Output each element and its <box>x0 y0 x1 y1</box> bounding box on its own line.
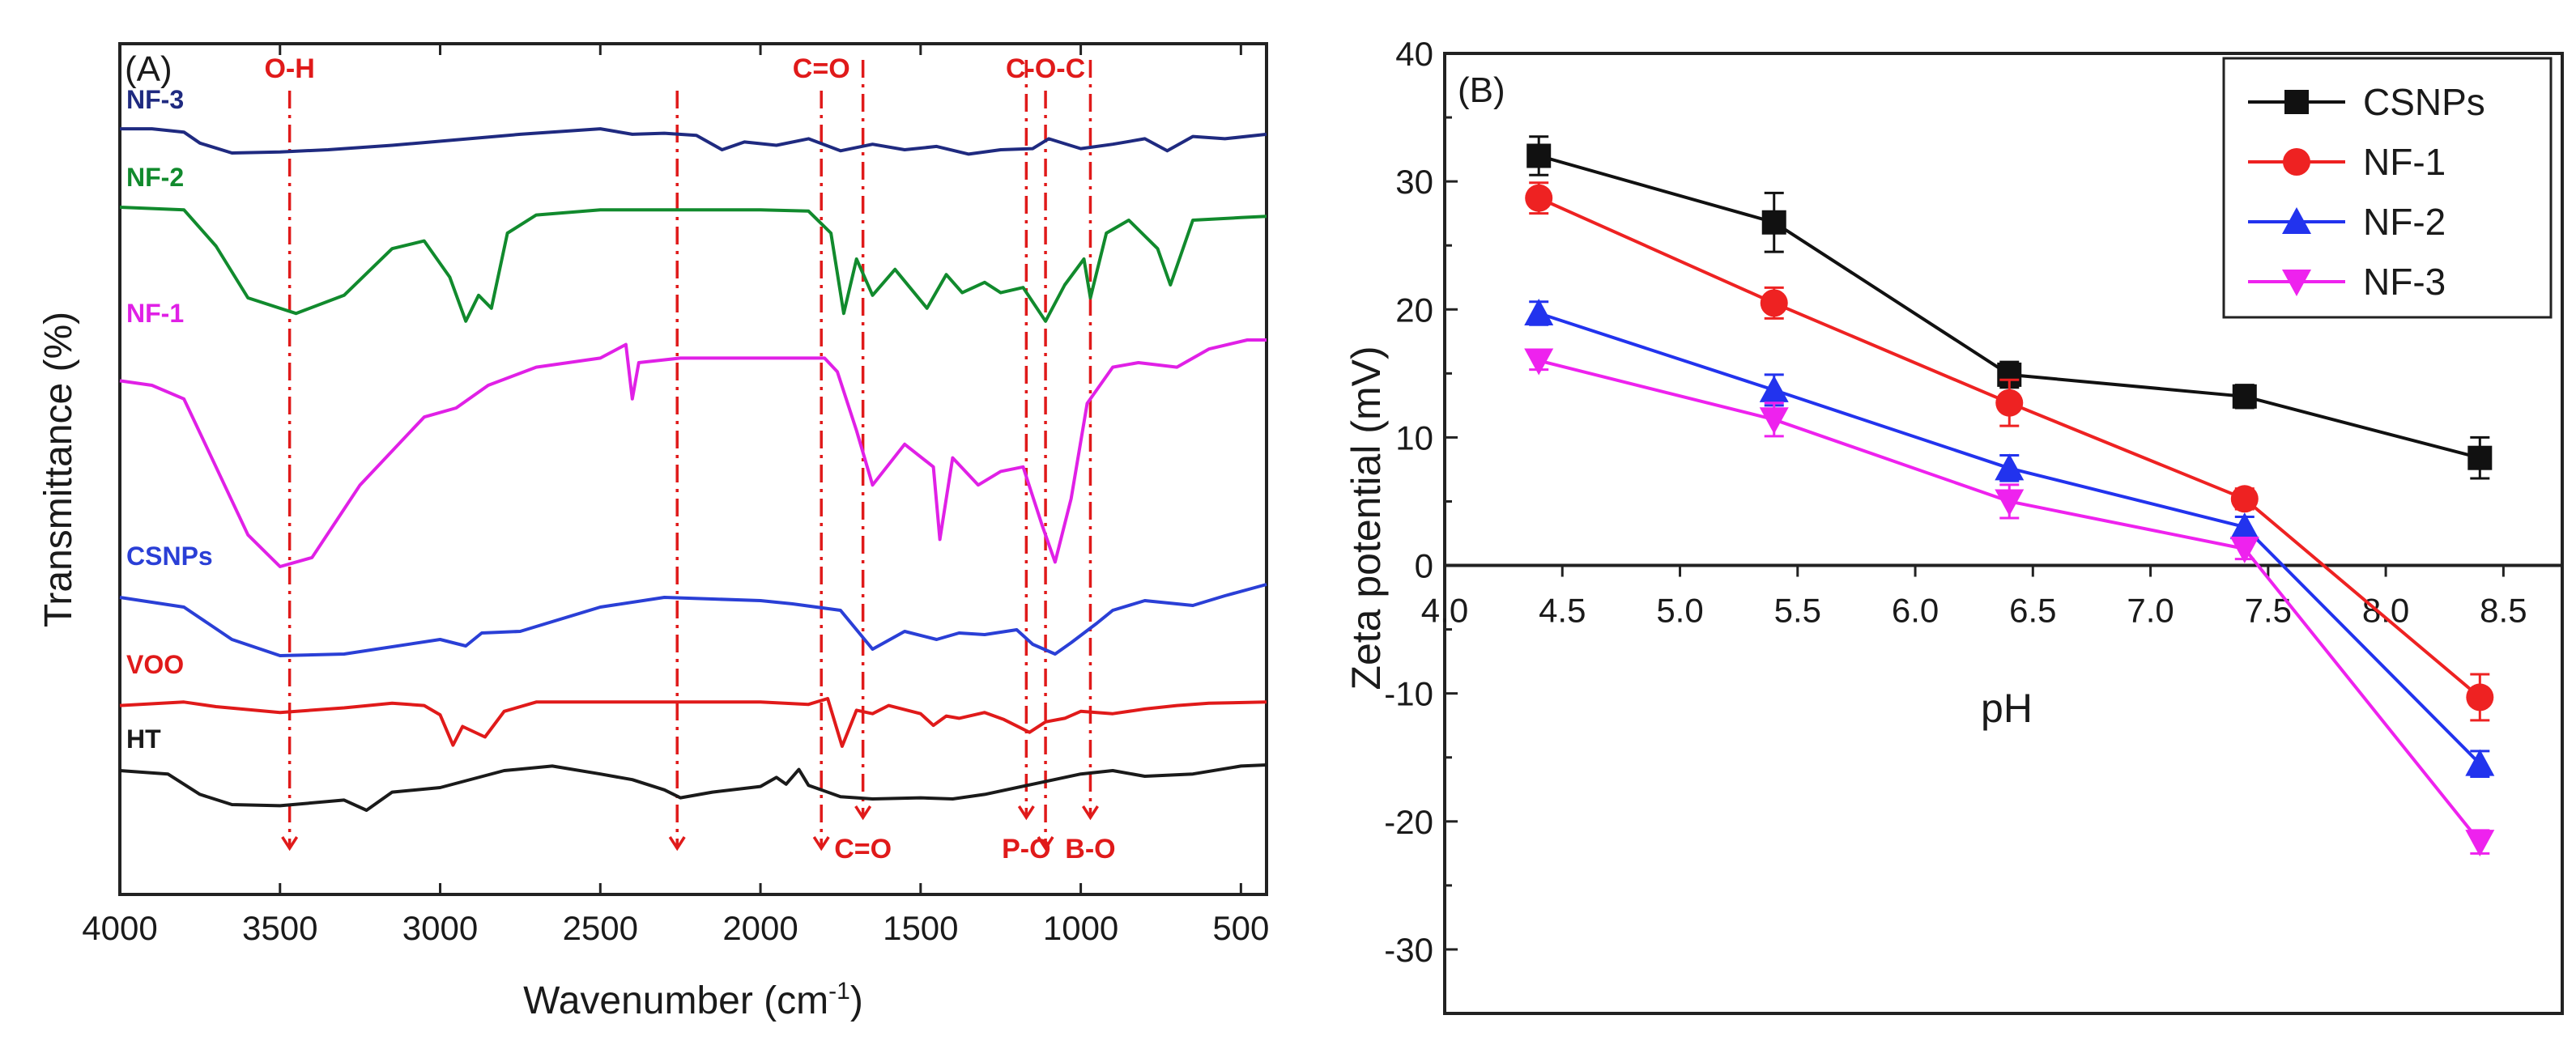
zeta-y-tick-label: 0 <box>1415 547 1433 585</box>
zeta-x-tick-label: 8.5 <box>2480 592 2527 630</box>
zeta-y-tick-label: 40 <box>1395 35 1433 73</box>
ftir-panel-label: (A) <box>125 49 172 89</box>
zeta-point-nf-1 <box>1525 184 1553 212</box>
ftir-x-tick-label: 1000 <box>1043 909 1118 947</box>
zeta-point-nf-3 <box>1995 489 2025 516</box>
ftir-annotation-arrowhead <box>854 805 872 821</box>
ftir-x-tick-label: 1500 <box>883 909 958 947</box>
zeta-y-tick-label: 10 <box>1395 418 1433 457</box>
zeta-point-nf-3 <box>1759 407 1789 435</box>
zeta-point-csnps <box>2232 384 2257 409</box>
ftir-annotation-label: C=O <box>793 53 850 84</box>
zeta-point-csnps <box>2467 445 2493 470</box>
zeta-legend-label: NF-3 <box>2363 261 2446 303</box>
zeta-legend-marker <box>2284 90 2309 114</box>
ftir-x-axis-title-tail: ) <box>850 979 863 1022</box>
zeta-legend-label: NF-1 <box>2363 141 2446 183</box>
zeta-x-axis-title: pH <box>1981 686 2033 731</box>
zeta-legend-marker <box>2282 270 2311 296</box>
ftir-annotation-arrowhead <box>281 836 299 852</box>
zeta-point-nf-2 <box>2229 512 2259 540</box>
ftir-series-label-nf-3: NF-3 <box>126 85 184 114</box>
zeta-point-nf-2 <box>1995 453 2025 481</box>
zeta-x-tick-label: 6.5 <box>2009 592 2056 630</box>
ftir-series-line-nf-3 <box>120 127 1267 156</box>
ftir-annotation-label: B-O <box>1065 834 1115 864</box>
zeta-x-tick-label: 5.5 <box>1774 592 1821 630</box>
ftir-y-axis-title: Transmittance (%) <box>37 312 80 627</box>
ftir-series-label-nf-1: NF-1 <box>126 299 184 328</box>
zeta-point-nf-3 <box>2465 830 2495 857</box>
zeta-legend-label: NF-2 <box>2363 201 2446 243</box>
ftir-annotation-label: C-O-C <box>1006 53 1085 84</box>
ftir-series-line-ht <box>119 763 1267 812</box>
ftir-x-axis-title-sup: -1 <box>828 978 850 1005</box>
ftir-annotation-arrowhead <box>812 836 830 852</box>
zeta-point-nf-1 <box>2230 485 2259 513</box>
ftir-annotation-arrowhead <box>1037 836 1054 852</box>
zeta-point-nf-2 <box>1524 299 1554 326</box>
ftir-x-tick-label: 3500 <box>242 909 317 947</box>
zeta-y-tick-label: -10 <box>1384 675 1433 713</box>
zeta-point-csnps <box>1526 143 1552 168</box>
zeta-legend-marker <box>2283 148 2310 176</box>
ftir-x-axis-title: Wavenumber (cm-1) <box>523 978 863 1022</box>
ftir-x-tick-label: 2000 <box>722 909 798 947</box>
ftir-x-axis-title-main: Wavenumber (cm <box>523 979 828 1022</box>
zeta-x-tick-label: 7.0 <box>2127 592 2174 630</box>
zeta-legend-marker <box>2282 207 2311 234</box>
zeta-legend-label: CSNPs <box>2363 81 2485 123</box>
ftir-annotation-arrowhead <box>668 836 686 852</box>
zeta-y-tick-label: -30 <box>1384 931 1433 969</box>
zeta-point-nf-2 <box>2465 749 2495 776</box>
ftir-annotation-label: C=O <box>834 834 892 864</box>
ftir-series-line-nf-1 <box>119 338 1267 568</box>
zeta-y-tick-label: 20 <box>1395 291 1433 329</box>
ftir-series-label-nf-2: NF-2 <box>126 163 184 192</box>
ftir-annotation-label: O-H <box>264 53 314 84</box>
zeta-point-nf-1 <box>2466 683 2494 712</box>
zeta-point-nf-3 <box>1524 348 1554 376</box>
ftir-x-tick-label: 500 <box>1212 909 1269 947</box>
ftir-series-line-csnps <box>119 583 1267 657</box>
zeta-point-csnps <box>1761 210 1786 235</box>
zeta-y-tick-label: -20 <box>1384 803 1433 841</box>
ftir-annotation-arrowhead <box>1081 805 1099 821</box>
zeta-point-nf-3 <box>2229 536 2259 563</box>
ftir-plot-frame <box>118 42 1268 896</box>
zeta-panel-label: (B) <box>1458 70 1505 110</box>
ftir-series-line-voo <box>119 697 1267 748</box>
zeta-y-tick-label: 30 <box>1395 163 1433 201</box>
zeta-x-tick-label: 4.5 <box>1539 592 1586 630</box>
ftir-series-line-nf-2 <box>119 206 1267 323</box>
zeta-point-nf-1 <box>1995 389 2024 417</box>
zeta-plot-frame <box>1443 52 2564 1015</box>
ftir-x-tick-label: 3000 <box>402 909 478 947</box>
ftir-panel: (A) NF-3 NF-2 NF-1 CSNPs VOO HT O-H C=O C=O P-O C… <box>37 42 1269 1022</box>
zeta-point-nf-2 <box>1759 375 1789 402</box>
ftir-series-label-voo: VOO <box>126 650 184 679</box>
zeta-x-tick-label: 8.0 <box>2362 592 2409 630</box>
ftir-x-tick-label: 2500 <box>563 909 638 947</box>
ftir-series-label-ht: HT <box>126 724 161 754</box>
zeta-point-nf-1 <box>1760 289 1788 317</box>
zeta-panel: (B) 4.0 4.5 5.0 5.5 6.0 6.5 7.0 7.5 8.0 8.5-30-20… <box>1343 35 2564 1015</box>
zeta-x-tick-label: 5.0 <box>1656 592 1703 630</box>
zeta-y-axis-title: Zeta potential (mV) <box>1343 346 1389 690</box>
ftir-annotation-label: P-O <box>1002 834 1050 864</box>
zeta-x-tick-label: 4.0 <box>1421 592 1468 630</box>
ftir-x-tick-label: 4000 <box>82 909 157 947</box>
ftir-series-label-csnps: CSNPs <box>126 542 213 571</box>
zeta-x-tick-label: 6.0 <box>1892 592 1939 630</box>
ftir-annotation-arrowhead <box>1017 805 1035 821</box>
